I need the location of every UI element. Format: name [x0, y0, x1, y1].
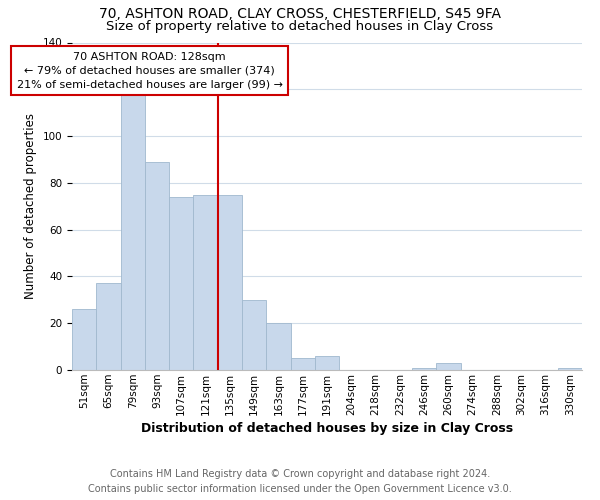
Text: Contains HM Land Registry data © Crown copyright and database right 2024.
Contai: Contains HM Land Registry data © Crown c…	[88, 469, 512, 494]
X-axis label: Distribution of detached houses by size in Clay Cross: Distribution of detached houses by size …	[141, 422, 513, 435]
Bar	[315, 356, 339, 370]
Bar	[436, 363, 461, 370]
Bar	[96, 284, 121, 370]
Bar	[169, 197, 193, 370]
Y-axis label: Number of detached properties: Number of detached properties	[24, 114, 37, 299]
Text: 70 ASHTON ROAD: 128sqm
← 79% of detached houses are smaller (374)
21% of semi-de: 70 ASHTON ROAD: 128sqm ← 79% of detached…	[17, 52, 283, 90]
Bar	[266, 323, 290, 370]
Bar	[558, 368, 582, 370]
Bar	[412, 368, 436, 370]
Bar	[121, 94, 145, 370]
Bar	[145, 162, 169, 370]
Bar	[218, 194, 242, 370]
Text: 70, ASHTON ROAD, CLAY CROSS, CHESTERFIELD, S45 9FA: 70, ASHTON ROAD, CLAY CROSS, CHESTERFIEL…	[99, 8, 501, 22]
Bar	[290, 358, 315, 370]
Bar	[193, 194, 218, 370]
Text: Size of property relative to detached houses in Clay Cross: Size of property relative to detached ho…	[106, 20, 494, 33]
Bar	[242, 300, 266, 370]
Bar	[72, 309, 96, 370]
